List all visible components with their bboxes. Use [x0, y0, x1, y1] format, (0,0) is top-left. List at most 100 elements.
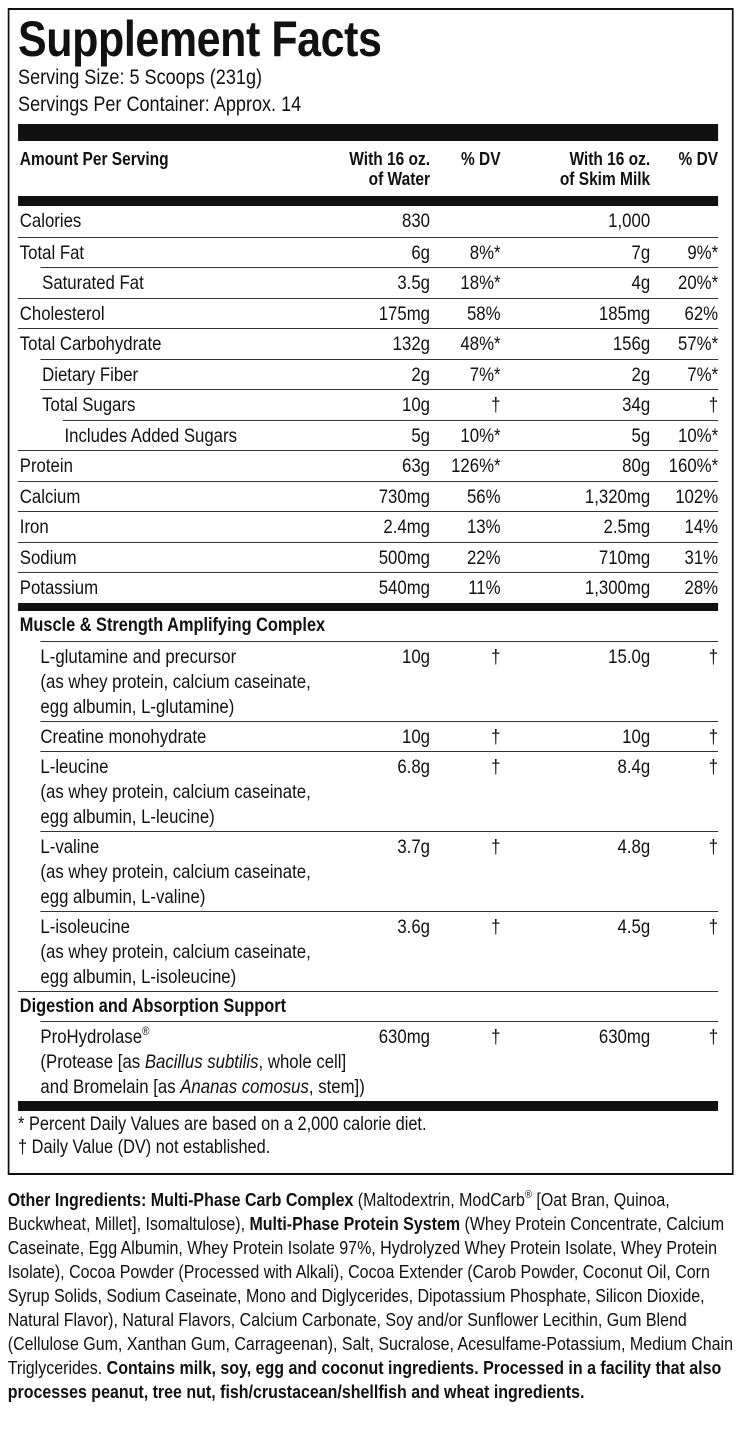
nutrient-row: Includes Added Sugars 5g 10%* 5g 10%* [62, 419, 719, 451]
nutrients: Calories 830 1,000 Total Fat 6g 8%* 7g 9%* Satur… [18, 206, 719, 603]
nutrient-name: Total Carbohydrate [19, 333, 162, 355]
value: † [491, 835, 501, 858]
header-water-dv: % DV [460, 149, 501, 169]
value: † [708, 755, 719, 778]
value: 7g [631, 241, 651, 264]
value: † [491, 725, 501, 748]
complex-items: L-glutamine and precursor (as whey protei… [18, 640, 719, 991]
ingredient-detail: (as whey protein, calcium caseinate, [40, 860, 311, 883]
value: † [708, 645, 719, 668]
title: Supplement Facts [18, 11, 382, 67]
nutrient-name: Calcium [19, 485, 81, 508]
ingredient-text: ® [524, 1189, 532, 1202]
nutrient-row: Cholesterol 175mg 58% 185mg 62% [18, 297, 719, 329]
value: 11% [468, 577, 501, 599]
nutrient-name: Protein [19, 455, 73, 477]
value: 13% [466, 516, 501, 538]
ingredient-row: L-valine (as whey protein, calcium casein… [40, 830, 719, 911]
value: 156g [612, 333, 651, 355]
value: † [708, 725, 719, 748]
ingredient-row: L-isoleucine (as whey protein, calcium ca… [40, 910, 719, 991]
value: † [708, 915, 719, 938]
value: 48%* [460, 333, 501, 355]
ingredient-name: ProHydrolase® [40, 1025, 718, 1050]
value: 8.4g [617, 755, 651, 778]
nutrient-row: Total Carbohydrate 132g 48%* 156g 57%* [18, 328, 719, 359]
header-water: With 16 oz. of Water [349, 149, 430, 189]
value: 10g [402, 725, 430, 748]
ingredient-detail: (Protease [as Bacillus subtilis, whole c… [40, 1050, 718, 1075]
servings-per-container: Servings Per Container: Approx. 14 [18, 93, 302, 116]
nutrient-name: Total Fat [19, 241, 85, 264]
value: † [491, 1025, 501, 1048]
ingredient-name-text: L-leucine [40, 755, 109, 778]
value: 10%* [678, 424, 719, 447]
detail-segment: , stem]) [308, 1075, 365, 1098]
nutrient-row: Total Sugars 10g † 34g † [40, 389, 719, 420]
value: 7%* [687, 363, 719, 386]
value: 56% [466, 485, 501, 508]
value: 6g [411, 241, 430, 264]
nutrient-row: Protein 63g 126%* 80g 160%* [18, 450, 719, 481]
value: 132g [392, 333, 430, 355]
value: 730mg [378, 485, 430, 508]
value: 1,000 [608, 210, 651, 232]
value: 185mg [598, 302, 651, 325]
ingredient-detail: (as whey protein, calcium caseinate, [40, 780, 311, 803]
ingredient-detail: egg albumin, L-glutamine) [40, 695, 235, 718]
value: 4.8g [617, 835, 651, 858]
detail-segment: , whole cell] [258, 1050, 347, 1073]
divider-bar [18, 196, 719, 206]
value: 10g [402, 645, 430, 668]
value: 5g [631, 424, 651, 447]
nutrient-row: Dietary Fiber 2g 7%* 2g 7%* [40, 358, 719, 390]
value: 10g [622, 725, 651, 748]
value: 57%* [678, 333, 719, 355]
serving-size: Serving Size: 5 Scoops (231g) [18, 66, 263, 89]
value: 830 [402, 210, 430, 232]
ingredient-name: L-valine [40, 835, 718, 860]
value: 8%* [469, 241, 501, 264]
ingredient-detail: (as whey protein, calcium caseinate, [40, 670, 311, 693]
value: 58% [466, 302, 501, 325]
detail-segment: and Bromelain [as [40, 1075, 181, 1098]
ingredient-name-text: L-valine [40, 835, 100, 858]
value: 500mg [378, 546, 430, 569]
ingredient-name-text: L-isoleucine [40, 915, 130, 938]
nutrient-name: Cholesterol [19, 302, 105, 325]
value: 9%* [687, 241, 719, 264]
header-milk: With 16 oz. of Skim Milk [560, 149, 650, 189]
value: 630mg [378, 1025, 430, 1048]
value: 34g [622, 394, 651, 416]
value: 3.7g [397, 835, 430, 858]
footnotes: * Percent Daily Values are based on a 2,… [18, 1111, 718, 1159]
value: 102% [675, 485, 719, 508]
ingredient-name: L-leucine [40, 755, 718, 780]
value: 2g [411, 363, 430, 386]
nutrient-row: Calories 830 1,000 [18, 206, 718, 237]
value: † [491, 394, 501, 416]
ingredient-detail: egg albumin, L-valine) [40, 885, 206, 908]
header-milk-line: With 16 oz. [569, 149, 651, 169]
nutrient-name: Saturated Fat [42, 272, 144, 294]
value: 20%* [678, 272, 719, 294]
value: 710mg [598, 546, 651, 569]
divider-bar [18, 1100, 719, 1111]
value: 1,300mg [584, 577, 651, 599]
value: † [708, 394, 719, 416]
header-milk-dv: % DV [678, 149, 719, 169]
column-header: Amount Per Serving With 16 oz. of Water … [18, 141, 718, 196]
ingredient-text: Multi-Phase Protein System [249, 1213, 461, 1234]
value: 4g [631, 272, 651, 294]
divider-bar [18, 602, 719, 611]
value: † [491, 915, 501, 938]
header-water-line: of Water [368, 169, 430, 189]
nutrient-row: Calcium 730mg 56% 1,320mg 102% [18, 480, 719, 512]
value: 10g [402, 394, 430, 416]
value: 160%* [668, 455, 719, 477]
footnote: * Percent Daily Values are based on a 2,… [18, 1113, 427, 1135]
ingredient-row: Creatine monohydrate 10g † 10g † [40, 720, 719, 751]
value: 540mg [378, 577, 430, 599]
nutrient-name: Sodium [19, 546, 77, 569]
